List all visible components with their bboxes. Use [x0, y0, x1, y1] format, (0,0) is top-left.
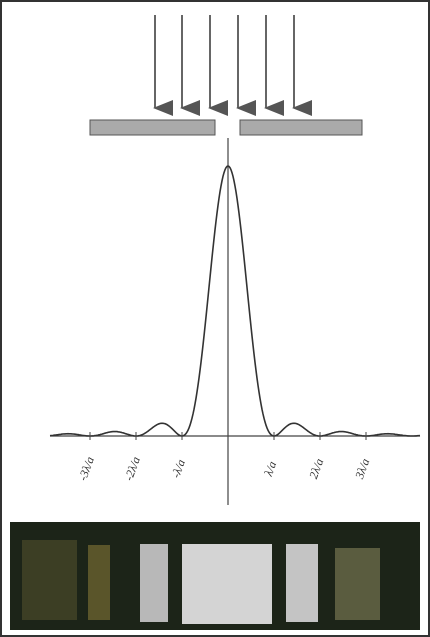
page: -3λ/a-2λ/a-λ/aλ/a2λ/a3λ/a (() => { const…: [0, 0, 430, 637]
fringe-second-right: [286, 544, 318, 622]
slit-plate-right: [240, 120, 362, 135]
fringe-third-right: [335, 548, 380, 620]
diffraction-diagram: -3λ/a-2λ/a-λ/aλ/a2λ/a3λ/a: [0, 0, 430, 637]
fringe-second-left: [140, 544, 168, 622]
fringe-central: [182, 544, 272, 624]
fringe-third-left: [88, 545, 110, 620]
slit-plate-left: [90, 120, 215, 135]
fringe-outer-left: [22, 540, 77, 620]
